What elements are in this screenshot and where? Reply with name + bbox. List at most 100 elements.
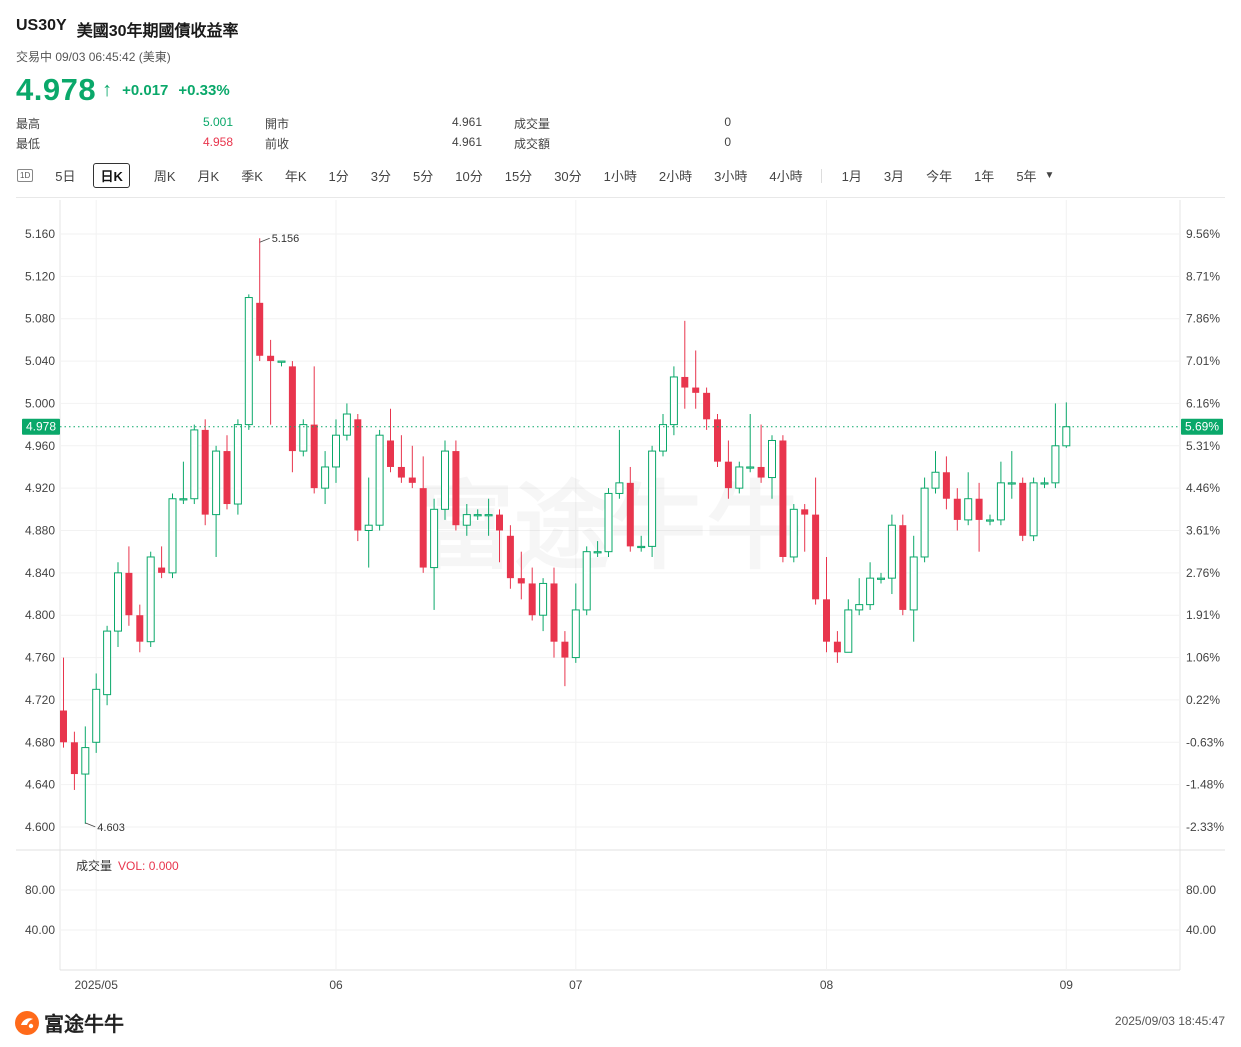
candle-body-down xyxy=(812,514,820,600)
candle-body-down xyxy=(975,498,983,520)
tab-4-hour[interactable]: 4小時 xyxy=(769,169,803,184)
candle-body-up xyxy=(114,572,122,632)
candle-body-up xyxy=(996,482,1005,521)
tab-daily[interactable]: 日K xyxy=(93,163,130,188)
chart-overlay: 4.978 5.69% 5.156 4.603 xyxy=(22,233,1223,834)
tab-3-hour[interactable]: 3小時 xyxy=(714,169,748,184)
y-tick-label: 5.080 xyxy=(25,312,55,326)
candle-body-down xyxy=(496,514,503,531)
current-pct-tag xyxy=(1181,418,1223,435)
y-tick-label: 4.600 xyxy=(25,820,55,834)
y-tick-label: 4.960 xyxy=(25,439,55,453)
y-tick-label-right: 3.61% xyxy=(1186,524,1220,538)
y-tick-label-right: 1.91% xyxy=(1186,608,1220,622)
candle-body-up xyxy=(539,582,548,616)
candle-body-up xyxy=(920,487,929,558)
candle-body-up xyxy=(964,498,973,521)
volume-tick-label-right: 80.00 xyxy=(1186,883,1216,897)
candle-body-up xyxy=(103,630,112,696)
tab-30-min[interactable]: 30分 xyxy=(554,169,582,184)
candle-body-down xyxy=(757,466,765,478)
stat-label-high: 最高 xyxy=(16,117,41,131)
tab-1-hour[interactable]: 1小時 xyxy=(603,169,637,184)
tab-1-year[interactable]: 1年 xyxy=(974,169,995,184)
x-tick-label: 09 xyxy=(1060,978,1074,992)
tab-weekly[interactable]: 周K xyxy=(153,169,176,184)
candle-body-up xyxy=(375,434,384,526)
tab-1d-icon[interactable]: 1D xyxy=(17,169,34,182)
stat-value-high: 5.001 xyxy=(202,115,233,129)
tab-3-min[interactable]: 3分 xyxy=(370,169,392,184)
tab-yearly[interactable]: 年K xyxy=(284,169,307,184)
candle-body-down xyxy=(779,440,787,557)
candle-body-up xyxy=(637,545,646,549)
stat-label-turnover: 成交額 xyxy=(514,137,551,151)
tab-3-month[interactable]: 3月 xyxy=(883,169,905,184)
stat-value-volume: 0 xyxy=(724,115,731,129)
stat-label-volume: 成交量 xyxy=(514,117,551,131)
candle-body-up xyxy=(342,413,351,436)
candle-body-up xyxy=(321,466,330,489)
candle-body-up xyxy=(81,747,90,775)
trading-status: 交易中 09/03 06:45:42 (美東) xyxy=(16,50,171,64)
volume-tick-label: 40.00 xyxy=(25,923,55,937)
candle-body-up xyxy=(299,424,308,452)
candle-body-up xyxy=(604,492,613,553)
y-tick-label-right: 8.71% xyxy=(1186,269,1220,283)
tab-monthly[interactable]: 月K xyxy=(197,169,220,184)
candle-body-up xyxy=(571,609,580,659)
candle-body-down xyxy=(703,392,711,420)
candle-body-down xyxy=(136,615,144,642)
candle-series xyxy=(60,238,1071,824)
y-tick-label-right: 2.76% xyxy=(1186,566,1220,580)
y-tick-label-right: 7.86% xyxy=(1186,312,1220,326)
tab-2-hour[interactable]: 2小時 xyxy=(658,169,693,184)
price-change-pct: +0.33% xyxy=(178,81,230,99)
candle-body-up xyxy=(179,498,188,501)
candle-body-up xyxy=(746,466,755,469)
candle-body-down xyxy=(70,742,78,775)
candle-body-down xyxy=(387,440,394,467)
chevron-down-icon[interactable]: ▼ xyxy=(1044,170,1055,181)
tab-1-min[interactable]: 1分 xyxy=(328,169,349,184)
candle-body-down xyxy=(550,583,558,642)
x-tick-label: 06 xyxy=(329,978,343,992)
chart-axes: 5.160 9.56% 5.120 8.71% 5.080 7.86% 5.040 7.01%… xyxy=(25,227,1224,992)
tab-1-month[interactable]: 1月 xyxy=(841,169,862,184)
current-price-label: 4.978 xyxy=(26,420,56,434)
candle-body-up xyxy=(146,556,155,643)
volume-tick-label-right: 40.00 xyxy=(1186,923,1216,937)
tab-10-min[interactable]: 10分 xyxy=(455,169,483,184)
x-tick-label: 08 xyxy=(820,978,834,992)
y-tick-label-right: -2.33% xyxy=(1186,820,1224,834)
candle-body-down xyxy=(833,641,841,653)
candle-body-up xyxy=(844,609,853,653)
tab-ytd[interactable]: 今年 xyxy=(926,169,953,184)
candle-body-down xyxy=(310,424,318,489)
candle-body-down xyxy=(60,710,67,743)
y-tick-label: 5.000 xyxy=(25,396,55,410)
candle-body-up xyxy=(1062,426,1071,447)
tab-5-min[interactable]: 5分 xyxy=(413,169,434,184)
current-price-tag xyxy=(22,418,60,435)
price-change: +0.017 xyxy=(122,81,169,99)
y-tick-label: 4.640 xyxy=(25,778,55,792)
tab-5-day[interactable]: 5日 xyxy=(55,169,76,184)
candle-body-down xyxy=(397,466,405,478)
y-tick-label: 4.680 xyxy=(25,735,55,749)
candle-body-up xyxy=(1007,482,1016,485)
low-marker-label: 4.603 xyxy=(97,822,125,834)
last-price: 4.978 xyxy=(16,72,97,107)
candle-body-up xyxy=(233,424,242,505)
candle-body-down xyxy=(801,509,809,515)
candle-body-down xyxy=(899,525,907,610)
volume-tick-label: 80.00 xyxy=(25,883,55,897)
candle-body-up xyxy=(735,466,744,489)
tab-5-year[interactable]: 5年 xyxy=(1016,169,1037,184)
y-tick-label: 4.840 xyxy=(25,566,55,580)
tab-quarterly[interactable]: 季K xyxy=(241,169,263,184)
tab-15-min[interactable]: 15分 xyxy=(504,169,533,184)
candle-body-up xyxy=(931,471,940,489)
candle-body-down xyxy=(267,355,275,362)
